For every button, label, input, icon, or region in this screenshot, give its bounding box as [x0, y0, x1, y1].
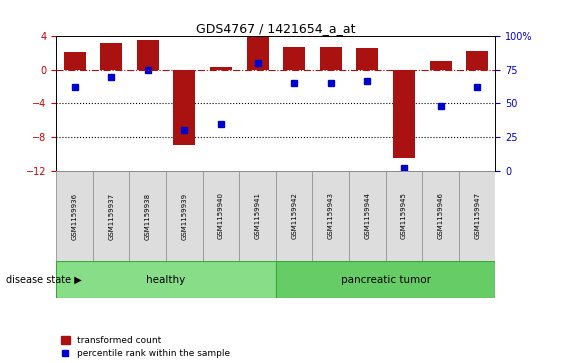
- Text: GSM1159938: GSM1159938: [145, 192, 151, 240]
- Bar: [276, 171, 312, 261]
- Bar: [459, 171, 495, 261]
- Bar: [283, 47, 305, 70]
- Bar: [466, 52, 488, 70]
- Legend: transformed count, percentile rank within the sample: transformed count, percentile rank withi…: [61, 336, 230, 359]
- Bar: [93, 171, 129, 261]
- Bar: [129, 171, 166, 261]
- Text: GSM1159945: GSM1159945: [401, 192, 407, 240]
- Bar: [166, 171, 203, 261]
- Text: GSM1159947: GSM1159947: [474, 192, 480, 240]
- Bar: [393, 70, 415, 158]
- Bar: [430, 61, 452, 70]
- Bar: [210, 66, 232, 70]
- Bar: [56, 261, 276, 298]
- Text: GSM1159942: GSM1159942: [291, 192, 297, 240]
- Bar: [56, 171, 93, 261]
- Text: GSM1159937: GSM1159937: [108, 192, 114, 240]
- Bar: [247, 37, 269, 70]
- Text: GSM1159940: GSM1159940: [218, 192, 224, 240]
- Bar: [320, 47, 342, 70]
- Text: GSM1159943: GSM1159943: [328, 192, 334, 240]
- Text: disease state ▶: disease state ▶: [6, 274, 82, 285]
- Text: GSM1159946: GSM1159946: [437, 192, 444, 240]
- Bar: [312, 171, 349, 261]
- Bar: [203, 171, 239, 261]
- Text: healthy: healthy: [146, 274, 186, 285]
- Text: pancreatic tumor: pancreatic tumor: [341, 274, 431, 285]
- Bar: [422, 171, 459, 261]
- Bar: [173, 70, 195, 146]
- Bar: [239, 171, 276, 261]
- Title: GDS4767 / 1421654_a_at: GDS4767 / 1421654_a_at: [196, 22, 356, 35]
- Text: GSM1159936: GSM1159936: [72, 192, 78, 240]
- Bar: [64, 52, 86, 70]
- Bar: [356, 48, 378, 70]
- Text: GSM1159941: GSM1159941: [254, 192, 261, 240]
- Bar: [276, 261, 495, 298]
- Bar: [100, 43, 122, 70]
- Bar: [386, 171, 422, 261]
- Text: GSM1159944: GSM1159944: [364, 192, 370, 240]
- Bar: [349, 171, 386, 261]
- Text: GSM1159939: GSM1159939: [181, 192, 187, 240]
- Bar: [137, 41, 159, 70]
